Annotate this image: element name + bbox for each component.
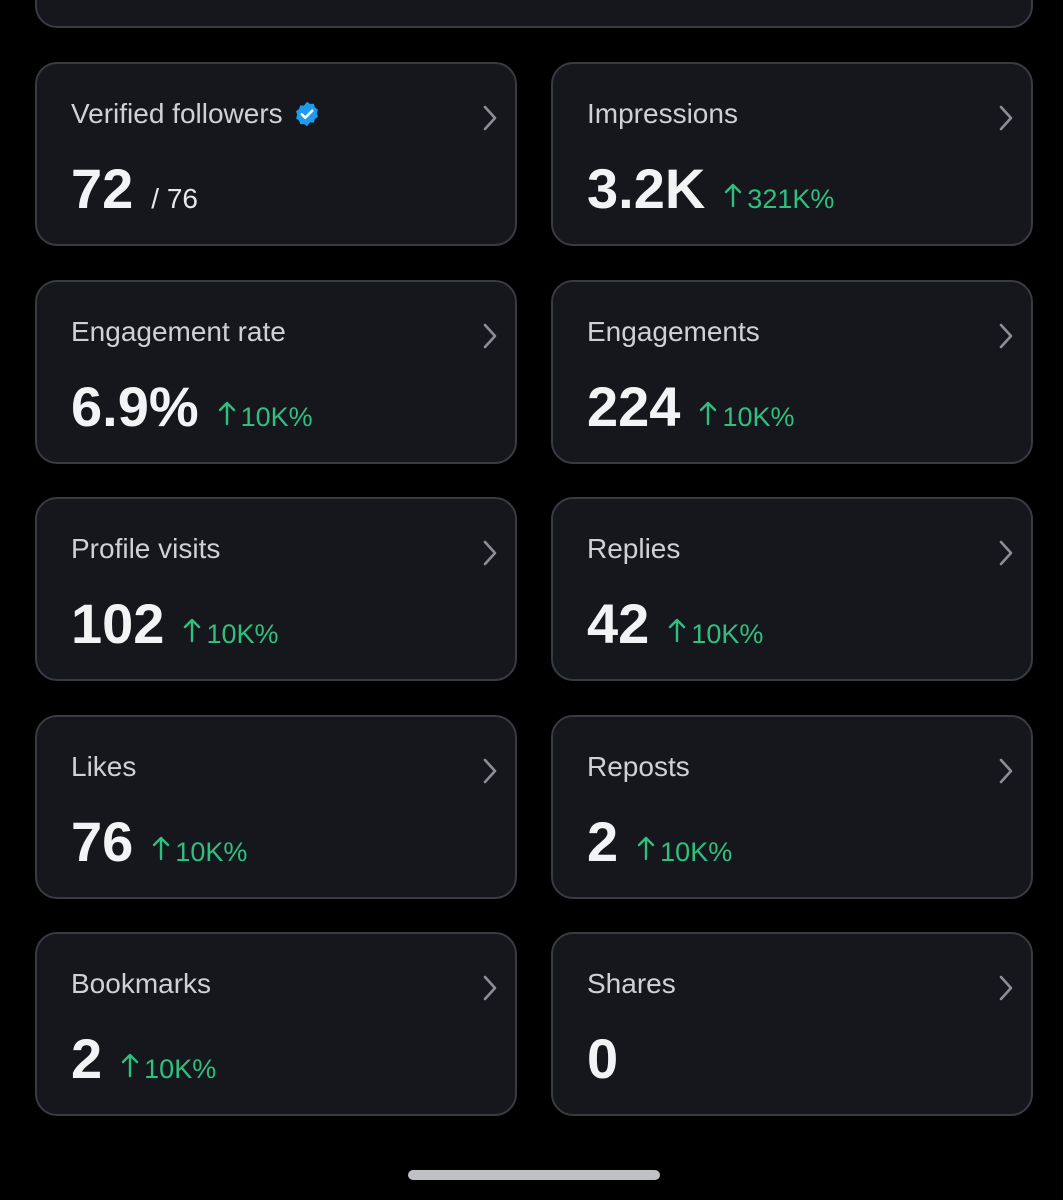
metric-total: / 76: [151, 183, 198, 214]
metric-label: Bookmarks: [71, 968, 211, 1000]
chevron-icon: [997, 104, 1015, 137]
change-text: 10K%: [144, 1054, 217, 1084]
change-text: 10K%: [240, 401, 313, 432]
metric-row: 76 10K%: [71, 809, 247, 874]
up-arrow-icon: [667, 617, 687, 650]
metric-value: 102: [71, 592, 165, 655]
metric-label: Engagement rate: [71, 316, 286, 348]
metric-card[interactable]: Engagements 224 10K%: [551, 279, 1033, 464]
change-text: 10K%: [691, 619, 764, 649]
metric-label: Engagements: [587, 316, 760, 348]
metric-card[interactable]: Bookmarks 2 10K%: [35, 932, 517, 1116]
metric-value: 3.2K: [587, 157, 706, 220]
label-text: Shares: [587, 968, 676, 999]
metric-change: 10K%: [217, 400, 313, 433]
metric-row: 102 10K%: [71, 591, 279, 656]
chevron-icon: [481, 322, 499, 355]
metric-value: 2: [587, 809, 619, 873]
chevron-icon: [481, 757, 499, 790]
up-arrow-icon: [698, 400, 718, 433]
metric-label: Shares: [587, 968, 676, 1000]
metric-value: 72: [71, 157, 134, 220]
metric-label: Likes: [71, 751, 136, 783]
label-text: Engagement rate: [71, 315, 286, 347]
metric-card[interactable]: Replies 42 10K%: [551, 497, 1033, 681]
metric-change: 10K%: [120, 1052, 216, 1085]
metric-row: 224 10K%: [587, 374, 795, 439]
label-text: Replies: [587, 533, 681, 564]
metric-value: 2: [71, 1027, 103, 1090]
chevron-icon: [997, 539, 1015, 572]
metric-label: Replies: [587, 533, 680, 565]
up-arrow-icon: [151, 835, 171, 868]
metric-row: 6.9% 10K%: [71, 374, 313, 439]
verified-badge: [293, 100, 321, 128]
label-text: Engagements: [587, 315, 760, 347]
metric-row: 72 / 76: [71, 156, 198, 221]
metric-card[interactable]: Shares 0: [551, 932, 1033, 1116]
metric-card[interactable]: Engagement rate 6.9% 10K%: [35, 279, 517, 464]
metric-value: 76: [71, 809, 134, 873]
metric-row: 0: [587, 1026, 618, 1091]
up-arrow-icon: [217, 400, 237, 433]
label-text: Profile visits: [71, 533, 221, 564]
up-arrow-icon: [636, 835, 656, 868]
chevron-icon: [481, 974, 499, 1007]
home-indicator: [408, 1170, 660, 1180]
metric-value: 6.9%: [71, 374, 199, 438]
metric-card[interactable]: Likes 76 10K%: [35, 714, 517, 899]
change-text: 10K%: [660, 836, 733, 867]
metric-label: Profile visits: [71, 533, 220, 565]
chevron-icon: [997, 757, 1015, 790]
chevron-icon: [481, 104, 499, 137]
label-text: Verified followers: [71, 98, 283, 129]
chevron-icon: [481, 539, 499, 572]
metric-row: 3.2K 321K%: [587, 156, 834, 221]
up-arrow-icon: [182, 617, 202, 650]
up-arrow-icon: [723, 182, 743, 215]
metric-change: 10K%: [667, 617, 763, 650]
metric-label: Impressions: [587, 98, 738, 130]
metric-change: 10K%: [182, 617, 279, 650]
chevron-icon: [997, 974, 1015, 1007]
metric-card[interactable]: Impressions 3.2K 321K%: [551, 62, 1033, 246]
label-text: Bookmarks: [71, 968, 212, 999]
metric-change: 10K%: [698, 400, 795, 433]
metric-value: 224: [587, 374, 681, 438]
change-text: 10K%: [722, 401, 795, 432]
metric-row: 2 10K%: [71, 1026, 216, 1091]
metric-label: Verified followers: [71, 98, 321, 130]
metric-row: 42 10K%: [587, 591, 763, 656]
summary-card: [35, 0, 1033, 28]
metric-card[interactable]: Verified followers 72 / 76: [35, 62, 517, 246]
metric-change: 10K%: [636, 835, 732, 868]
metric-change: 321K%: [723, 182, 834, 215]
label-text: Impressions: [587, 98, 738, 129]
change-text: 321K%: [747, 184, 835, 214]
metric-row: 2 10K%: [587, 809, 732, 874]
metric-value: 0: [587, 1027, 619, 1090]
change-text: 10K%: [175, 836, 248, 867]
metric-label: Reposts: [587, 751, 690, 783]
change-text: 10K%: [206, 619, 279, 649]
chevron-icon: [997, 322, 1015, 355]
label-text: Likes: [71, 750, 137, 782]
up-arrow-icon: [120, 1052, 140, 1085]
metric-change: 10K%: [151, 835, 247, 868]
label-text: Reposts: [587, 750, 690, 782]
metric-value: 42: [587, 592, 650, 655]
metric-card[interactable]: Reposts 2 10K%: [551, 714, 1033, 899]
metric-card[interactable]: Profile visits 102 10K%: [35, 497, 517, 681]
